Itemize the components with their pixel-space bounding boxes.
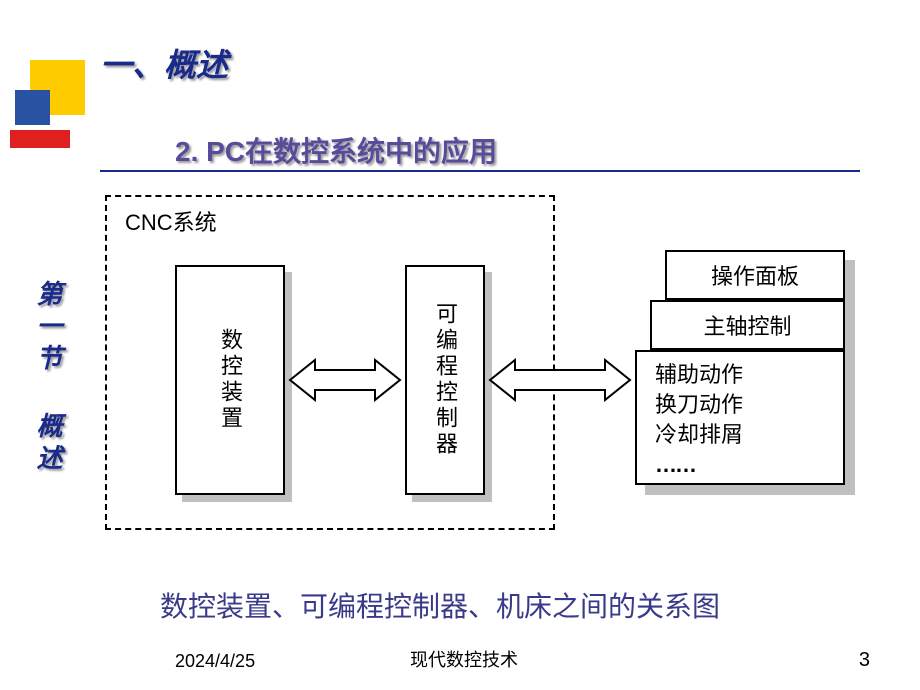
operation-panel-box: 操作面板 (665, 250, 845, 300)
arrow-left (285, 355, 405, 405)
aux-ellipsis: …… (655, 450, 695, 480)
plc-label: 可编程控制器 (429, 302, 461, 458)
cnc-label: CNC系统 (125, 205, 217, 237)
footer-date: 2024/4/25 (175, 651, 255, 672)
nc-device-label: 数控装置 (214, 328, 246, 432)
aux-line-3: 冷却排屑 (655, 420, 743, 450)
red-bar (10, 130, 70, 148)
diagram-caption: 数控装置、可编程控制器、机床之间的关系图 (160, 585, 720, 625)
spindle-control-box: 主轴控制 (650, 300, 845, 350)
footer-page-number: 3 (859, 649, 870, 672)
aux-line-2: 换刀动作 (655, 390, 743, 420)
subtitle: 2. PC在数控系统中的应用 (175, 130, 497, 170)
footer-title: 现代数控技术 (410, 646, 518, 672)
auxiliary-box: 辅助动作 换刀动作 冷却排屑 …… (635, 350, 845, 485)
plc-box: 可编程控制器 (405, 265, 485, 495)
operation-panel-label: 操作面板 (711, 259, 799, 291)
blue-square (15, 90, 50, 125)
main-title: 一、概述 (100, 40, 228, 86)
arrow-right (485, 355, 635, 405)
spindle-control-label: 主轴控制 (703, 309, 791, 341)
nc-device-box: 数控装置 (175, 265, 285, 495)
aux-line-1: 辅助动作 (655, 360, 743, 390)
subtitle-underline (100, 170, 860, 172)
sidebar-section-label: 第一节 概述 (30, 280, 67, 476)
diagram: CNC系统 数控装置 可编程控制器 操作面板 主轴控制 辅助动作 换刀动作 冷却… (105, 195, 865, 555)
